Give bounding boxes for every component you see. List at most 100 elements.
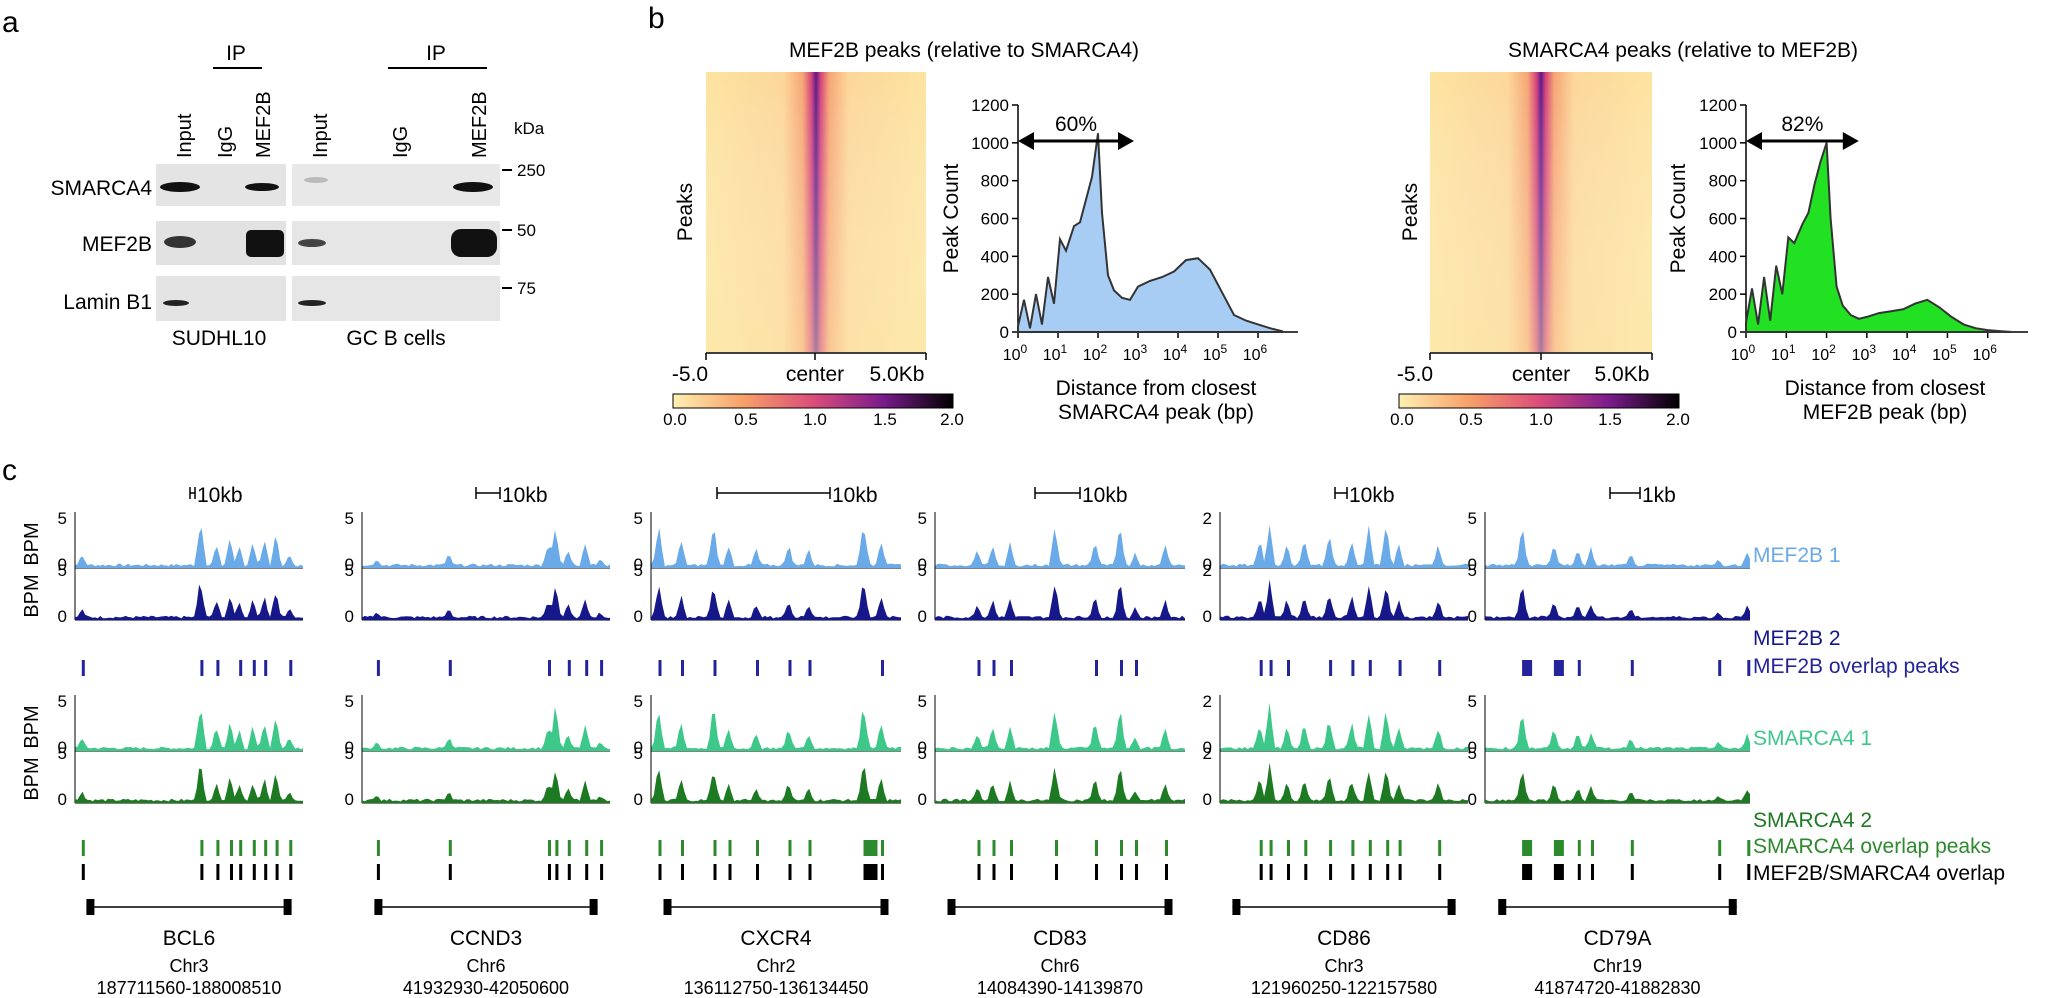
scale-label: 10kb xyxy=(1082,484,1128,507)
track-yzero: 0 xyxy=(1468,555,1477,574)
track-signal xyxy=(75,528,303,568)
peak-mark xyxy=(1351,840,1355,856)
hist-point xyxy=(1836,286,1838,288)
heatmap-tick: -5.0 xyxy=(1397,363,1433,386)
peak-mark xyxy=(1398,840,1402,856)
hist-point xyxy=(1085,199,1087,201)
band xyxy=(451,229,497,257)
hist-point xyxy=(1902,308,1904,310)
track-ymax: 5 xyxy=(58,509,67,528)
band xyxy=(246,230,284,257)
hist-ylabel: Peak Count xyxy=(940,163,963,273)
track-ymax: 5 xyxy=(634,692,643,711)
track-yzero: 0 xyxy=(1468,738,1477,757)
hist-x-tick-exp: 4 xyxy=(1910,342,1917,356)
track-yzero: 0 xyxy=(918,738,927,757)
cell-line-sudhl10: SUDHL10 xyxy=(172,327,267,350)
hist-x-tick: 105 xyxy=(1203,342,1228,364)
track-ymax: 5 xyxy=(58,744,67,763)
peak-mark xyxy=(289,660,293,676)
hist-x-tick-exp: 1 xyxy=(1061,342,1068,356)
hist-point xyxy=(1173,270,1175,272)
hist-point xyxy=(1757,323,1759,325)
band xyxy=(304,177,328,183)
hist-point xyxy=(1878,312,1880,314)
peak-mark xyxy=(1135,840,1138,856)
peak-mark xyxy=(1095,660,1098,676)
hist-point xyxy=(1245,320,1247,322)
hist-xlabel-2: SMARCA4 peak (bp) xyxy=(1058,401,1254,424)
peak-mark xyxy=(728,840,732,856)
track-ymax: 5 xyxy=(918,561,927,580)
track-name: MEF2B 1 xyxy=(1753,544,1841,567)
hist-x-tick: 104 xyxy=(1163,342,1188,364)
hist-arrow-head-right xyxy=(1842,131,1859,150)
hist-point xyxy=(1269,327,1271,329)
band xyxy=(453,182,493,192)
peak-mark xyxy=(977,864,981,880)
track-ymax: 5 xyxy=(1468,744,1477,763)
track-ymax: 5 xyxy=(58,561,67,580)
band xyxy=(164,236,196,248)
peak-mark xyxy=(81,840,85,856)
peak-row-label: MEF2B/SMARCA4 overlap xyxy=(1753,862,2005,885)
genome-tracks: 10kb50505050BCL6Chr3187711560-1880085101… xyxy=(21,484,2005,998)
hist-x-tick-base: 10 xyxy=(1243,347,1261,364)
gene-chr: Chr3 xyxy=(1324,956,1363,976)
gene-name: CXCR4 xyxy=(740,927,812,950)
peak-mark xyxy=(230,840,233,856)
hist-x-tick: 103 xyxy=(1852,342,1877,364)
peak-mark xyxy=(1591,840,1594,856)
gene-exon xyxy=(1232,899,1241,915)
hist-point xyxy=(1097,132,1099,134)
track-yzero: 0 xyxy=(345,790,354,809)
peak-mark xyxy=(808,660,812,676)
hist-point xyxy=(1858,318,1860,320)
hist-point xyxy=(1079,221,1081,223)
hist-point xyxy=(1950,316,1952,318)
panel-label-a: a xyxy=(2,6,19,39)
hist-point xyxy=(1813,183,1815,185)
peak-mark xyxy=(1398,864,1402,880)
peak-mark xyxy=(252,660,256,676)
peak-mark xyxy=(567,864,571,880)
peak-mark xyxy=(239,660,243,676)
track-yzero: 0 xyxy=(918,555,927,574)
hist-point xyxy=(1257,323,1259,325)
peak-mark xyxy=(1577,840,1581,856)
hist-point xyxy=(1787,236,1789,238)
hist-area xyxy=(1017,133,1283,333)
peak-mark xyxy=(600,840,604,856)
track-yzero: 0 xyxy=(58,607,67,626)
peak-mark xyxy=(1368,864,1372,880)
peak-mark xyxy=(555,840,559,856)
peak-mark xyxy=(600,660,604,676)
peak-mark xyxy=(448,864,452,880)
peak-mark xyxy=(1269,840,1273,856)
hist-point xyxy=(1161,276,1163,278)
bpm-label: BPM xyxy=(21,757,43,800)
gene-name: CD79A xyxy=(1584,927,1652,950)
peak-mark xyxy=(728,864,732,880)
gene-range: 187711560-188008510 xyxy=(97,978,282,998)
hist-y-tick: 200 xyxy=(1709,285,1737,304)
track-yzero: 0 xyxy=(1203,607,1212,626)
bpm-label: BPM xyxy=(21,574,43,617)
peak-mark xyxy=(1055,864,1058,880)
peak-mark xyxy=(681,840,684,856)
peak-mark xyxy=(863,840,878,856)
track-ymax: 5 xyxy=(918,509,927,528)
gene-exon xyxy=(880,899,889,915)
heatmap-tick: center xyxy=(1512,363,1570,386)
track-signal xyxy=(651,768,901,803)
peak-mark xyxy=(1055,840,1058,856)
peak-mark xyxy=(788,864,792,880)
colorbar-tick: 2.0 xyxy=(940,410,964,429)
track-yzero: 0 xyxy=(918,607,927,626)
hist-point xyxy=(1830,218,1832,219)
gene-chr: Chr19 xyxy=(1593,956,1642,976)
peak-mark xyxy=(1718,864,1722,880)
hist-x-tick-base: 10 xyxy=(1203,347,1221,364)
peak-mark xyxy=(585,660,589,676)
